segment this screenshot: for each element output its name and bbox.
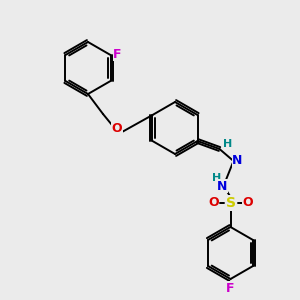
Text: O: O: [242, 196, 253, 209]
Text: N: N: [217, 179, 228, 193]
Text: H: H: [212, 173, 221, 183]
Text: O: O: [112, 122, 122, 136]
Text: F: F: [226, 281, 235, 295]
Text: N: N: [232, 154, 243, 167]
Text: O: O: [208, 196, 219, 209]
Text: F: F: [113, 47, 122, 61]
Text: S: S: [226, 196, 236, 210]
Text: H: H: [223, 139, 232, 149]
